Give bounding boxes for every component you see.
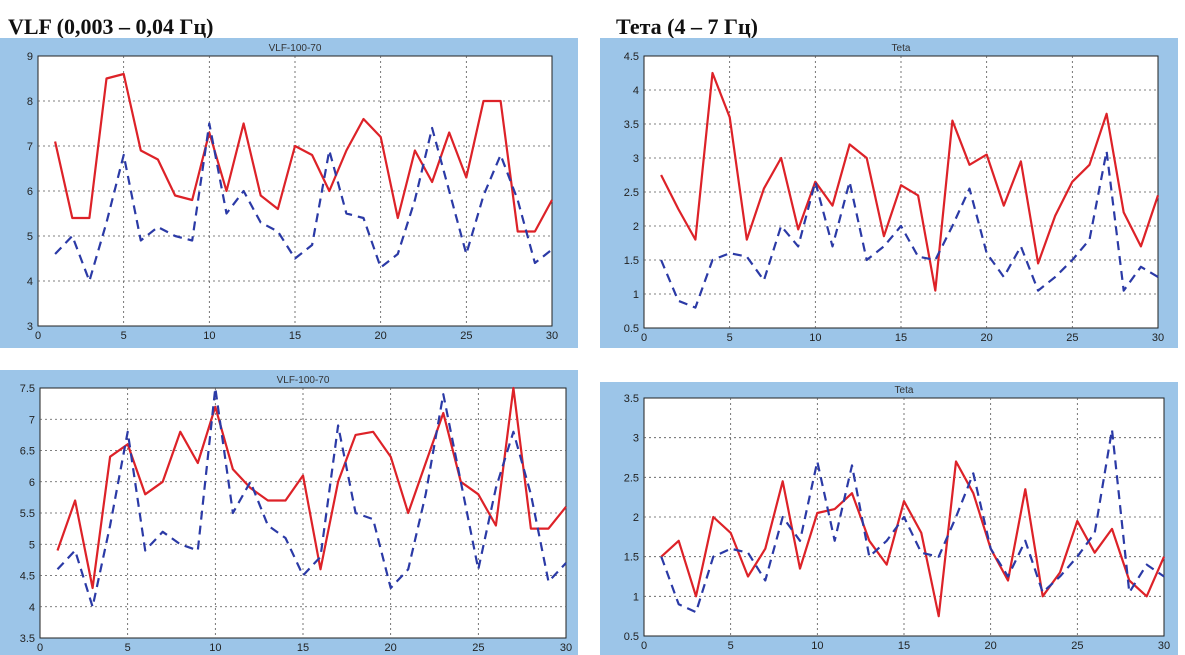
x-tick-label: 15 (289, 330, 301, 342)
x-tick-label: 0 (641, 332, 647, 344)
x-tick-label: 30 (1158, 640, 1170, 652)
y-tick-label: 5 (29, 539, 35, 551)
x-tick-label: 10 (209, 642, 221, 654)
series-line-solid (54, 72, 553, 233)
y-tick-label: 4.5 (20, 571, 35, 583)
y-tick-label: 3.5 (624, 393, 639, 405)
x-tick-label: 20 (375, 330, 387, 342)
y-tick-label: 2 (633, 512, 639, 524)
y-tick-label: 2 (633, 221, 639, 233)
x-tick-label: 5 (125, 642, 131, 654)
x-tick-label: 25 (472, 642, 484, 654)
x-tick-label: 10 (811, 640, 823, 652)
x-tick-label: 25 (460, 330, 472, 342)
series-line-dashed (54, 122, 553, 283)
y-tick-label: 4 (29, 602, 35, 614)
x-tick-label: 25 (1071, 640, 1083, 652)
x-tick-label: 20 (385, 642, 397, 654)
y-tick-label: 1.5 (624, 255, 639, 267)
x-tick-label: 5 (727, 332, 733, 344)
x-tick-label: 20 (985, 640, 997, 652)
y-tick-label: 6 (27, 186, 33, 198)
y-tick-label: 5 (27, 231, 33, 243)
x-tick-label: 30 (560, 642, 572, 654)
y-tick-label: 6 (29, 477, 35, 489)
x-tick-label: 0 (35, 330, 41, 342)
teta-chart-bottom-svg: Teta 0 5 10 15 20 25 30 0.5 1 1.5 2 2.5 3 3.5 (624, 385, 1170, 652)
x-tick-label: 15 (895, 332, 907, 344)
x-tick-label: 30 (546, 330, 558, 342)
x-tick-label: 10 (203, 330, 215, 342)
y-tick-label: 3 (633, 433, 639, 445)
vlf-chart-top-svg: VLF-100-70 0 5 10 15 20 25 30 3 4 5 6 7 8 9 (27, 43, 558, 342)
x-tick-label: 25 (1066, 332, 1078, 344)
y-tick-label: 2.5 (624, 187, 639, 199)
y-tick-label: 1.5 (624, 552, 639, 564)
vlf-section-title: VLF (0,003 – 0,04 Гц) (8, 14, 214, 39)
teta-chart-bottom: Teta 0 5 10 15 20 25 30 0.5 1 1.5 2 2.5 3 3.5 (600, 382, 1178, 655)
y-tick-label: 3 (27, 321, 33, 333)
chart-title: Teta (895, 385, 914, 396)
y-tick-label: 4 (27, 276, 33, 288)
chart-title: VLF-100-70 (269, 43, 322, 54)
y-tick-label: 7 (29, 414, 35, 426)
chart-title: VLF-100-70 (277, 375, 330, 386)
x-tick-label: 15 (898, 640, 910, 652)
teta-chart-top: Teta 0 5 10 15 20 25 30 0.5 1 1.5 2 2.5 3 3.5 4 4.5 (600, 38, 1178, 348)
series-line-dashed (56, 386, 567, 608)
y-tick-label: 3 (633, 153, 639, 165)
y-tick-label: 6.5 (20, 446, 35, 458)
series-line-dashed (660, 428, 1165, 614)
y-tick-label: 0.5 (624, 323, 639, 335)
x-tick-label: 30 (1152, 332, 1164, 344)
series-line-solid (56, 386, 567, 590)
series-line-solid (660, 71, 1160, 292)
teta-section-title: Тета (4 – 7 Гц) (616, 14, 759, 39)
y-tick-label: 4 (633, 85, 639, 97)
vlf-chart-bottom: VLF-100-70 0 5 10 15 20 25 30 3.5 4 4.5 5 5.5 6 6.5 7 7.… (0, 370, 578, 655)
x-tick-label: 5 (121, 330, 127, 342)
series-line-dashed (660, 150, 1159, 309)
y-tick-label: 7 (27, 141, 33, 153)
x-tick-label: 15 (297, 642, 309, 654)
y-tick-label: 1 (633, 289, 639, 301)
teta-chart-top-svg: Teta 0 5 10 15 20 25 30 0.5 1 1.5 2 2.5 3 3.5 4 4.5 (624, 43, 1164, 344)
series-line-solid (660, 460, 1166, 618)
y-tick-label: 3.5 (624, 119, 639, 131)
x-tick-label: 0 (641, 640, 647, 652)
y-tick-label: 4.5 (624, 51, 639, 63)
vlf-chart-top: VLF-100-70 0 5 10 15 20 25 30 3 4 5 6 7 8 9 (0, 38, 578, 348)
y-tick-label: 2.5 (624, 472, 639, 484)
y-tick-label: 5.5 (20, 508, 35, 520)
y-tick-label: 8 (27, 96, 33, 108)
y-tick-label: 1 (633, 591, 639, 603)
y-tick-label: 3.5 (20, 633, 35, 645)
vlf-chart-bottom-svg: VLF-100-70 0 5 10 15 20 25 30 3.5 4 4.5 5 5.5 6 6.5 7 7.… (20, 375, 572, 654)
chart-title: Teta (892, 43, 911, 54)
y-tick-label: 9 (27, 51, 33, 63)
x-tick-label: 0 (37, 642, 43, 654)
y-tick-label: 0.5 (624, 631, 639, 643)
x-tick-label: 20 (981, 332, 993, 344)
x-tick-label: 10 (809, 332, 821, 344)
x-tick-label: 5 (728, 640, 734, 652)
y-tick-label: 7.5 (20, 383, 35, 395)
